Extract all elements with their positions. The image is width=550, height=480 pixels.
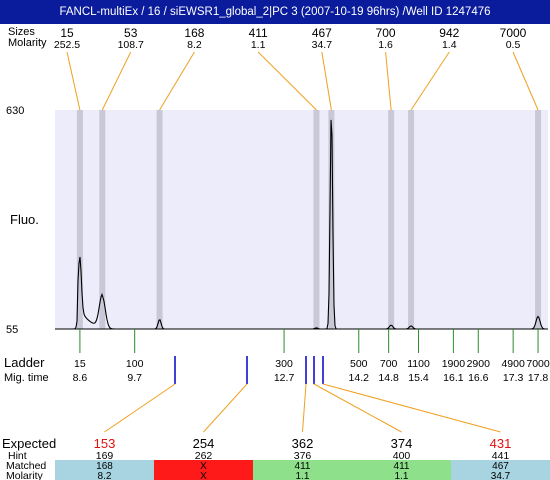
peak-callout-line [512, 51, 539, 111]
expected-label: Expected [2, 436, 56, 451]
expected-callout-line [203, 383, 248, 433]
peak-callout-line [66, 51, 81, 111]
matched-molarity-value: 1.1 [296, 471, 310, 480]
expected-size-label: 362 [292, 436, 314, 451]
y-axis-label: Fluo. [10, 212, 39, 227]
molarity-bottom-label: Molarity [6, 470, 44, 480]
ladder-time-label: 15.4 [408, 372, 429, 384]
peak-size-label: 700 [376, 26, 396, 40]
matched-molarity-value: 8.2 [98, 471, 112, 480]
sizes-label: Sizes [8, 26, 35, 38]
mig-time-label: Mig. time [4, 372, 49, 384]
hint-value: 376 [294, 450, 312, 462]
ladder-size-label: 100 [126, 358, 144, 370]
peak-band [328, 110, 335, 329]
ladder-size-label: 15 [74, 358, 86, 370]
plot-area [55, 110, 548, 329]
peak-callout-line [257, 51, 317, 111]
ladder-time-label: 12.7 [274, 372, 295, 384]
hint-value: 169 [96, 450, 114, 462]
expected-size-label: 153 [94, 436, 116, 451]
matched-value: 467 [492, 461, 509, 472]
expected-callout-line [313, 383, 402, 433]
peak-size-label: 467 [312, 26, 332, 40]
expected-callout-line [104, 383, 176, 433]
peak-size-label: 7000 [500, 26, 527, 40]
matched-value: 411 [295, 461, 311, 472]
peak-molarity-label: 1.4 [442, 39, 457, 51]
peak-molarity-label: 0.5 [506, 39, 521, 51]
y-tick-min: 55 [6, 324, 18, 336]
ladder-size-label: 4900 [501, 358, 525, 370]
expected-callout-line [302, 383, 307, 433]
matched-molarity-value: 1.1 [395, 471, 409, 480]
ladder-time-label: 8.6 [73, 372, 88, 384]
peak-callout-line [321, 51, 332, 111]
ladder-size-label: 300 [275, 358, 293, 370]
match-status-cell [253, 460, 352, 480]
peak-molarity-label: 1.6 [378, 39, 393, 51]
expected-size-label: 431 [490, 436, 512, 451]
peak-callout-line [385, 51, 392, 111]
peak-band [156, 110, 163, 329]
peak-band [99, 110, 106, 329]
peak-band [388, 110, 395, 329]
hint-value: 262 [195, 450, 213, 462]
expected-size-label: 254 [193, 436, 215, 451]
peak-size-label: 168 [184, 26, 204, 40]
ladder-time-label: 17.3 [503, 372, 524, 384]
peak-band [76, 110, 83, 329]
window-title: FANCL-multiEx / 16 / siEWSR1_global_2|PC… [0, 0, 550, 24]
ladder-time-label: 16.1 [443, 372, 464, 384]
peak-molarity-label: 108.7 [118, 39, 144, 51]
peak-band [408, 110, 415, 329]
ladder-size-label: 700 [380, 358, 398, 370]
ladder-size-label: 7000 [526, 358, 550, 370]
peak-molarity-label: 1.1 [251, 39, 266, 51]
matched-value: 411 [394, 461, 410, 472]
ladder-size-label: 2900 [467, 358, 491, 370]
matched-value: 168 [96, 461, 113, 472]
peak-band [313, 110, 320, 329]
y-tick-max: 630 [6, 105, 24, 117]
peak-band [535, 110, 542, 329]
hint-value: 441 [492, 450, 510, 462]
matched-label: Matched [6, 460, 46, 472]
ladder-time-label: 14.8 [378, 372, 399, 384]
hint-value: 400 [393, 450, 411, 462]
expected-callout-line [322, 383, 501, 433]
peak-size-label: 15 [60, 26, 74, 40]
ladder-size-label: 500 [350, 358, 368, 370]
ladder-time-label: 17.8 [528, 372, 549, 384]
matched-value: X [200, 461, 207, 472]
ladder-label: Ladder [4, 355, 45, 370]
peak-molarity-label: 252.5 [54, 39, 80, 51]
matched-molarity-value: X [200, 471, 207, 480]
peak-callout-line [101, 51, 132, 111]
matched-molarity-value: 34.7 [491, 471, 511, 480]
ladder-time-label: 9.7 [127, 372, 142, 384]
peak-size-label: 942 [439, 26, 459, 40]
match-status-cell [154, 460, 253, 480]
match-status-cell [451, 460, 550, 480]
hint-label: Hint [8, 450, 27, 462]
match-status-cell [352, 460, 451, 480]
peak-molarity-label: 34.7 [312, 39, 333, 51]
ladder-size-label: 1900 [442, 358, 466, 370]
peak-molarity-label: 8.2 [187, 39, 202, 51]
ladder-time-label: 16.6 [468, 372, 489, 384]
peak-callout-line [159, 51, 195, 111]
peak-size-label: 411 [249, 26, 268, 40]
molarity-top-label: Molarity [8, 37, 47, 49]
ladder-time-label: 14.2 [349, 372, 370, 384]
peak-callout-line [410, 51, 450, 111]
expected-size-label: 374 [391, 436, 413, 451]
peak-size-label: 53 [124, 26, 138, 40]
match-status-cell [55, 460, 154, 480]
ladder-size-label: 1100 [407, 358, 430, 370]
